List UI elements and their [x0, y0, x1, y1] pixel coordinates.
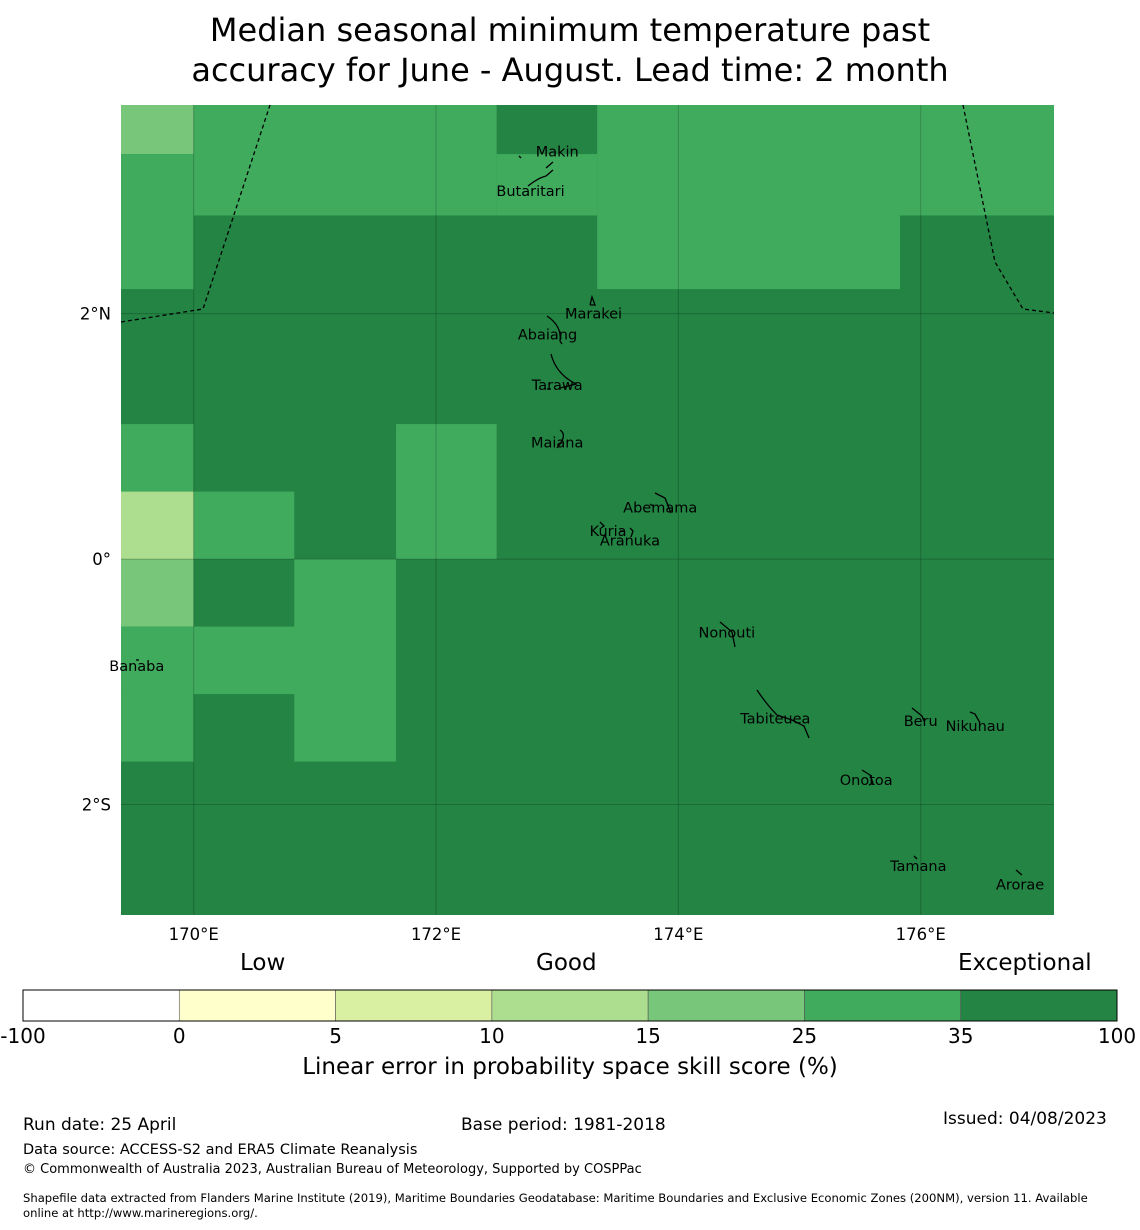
title-line-1: Median seasonal minimum temperature past [209, 11, 931, 49]
y-tick-label: 2°N [80, 305, 111, 324]
skill-cell [121, 424, 194, 492]
skill-cell [193, 491, 295, 560]
chart-title: Median seasonal minimum temperature past… [0, 10, 1140, 90]
colorbar-tick: 35 [947, 1024, 974, 1048]
colorbar-segment [178, 989, 336, 1022]
place-label: Arorae [996, 877, 1044, 893]
coast-aranuka [620, 527, 634, 538]
coast-nonouti [719, 621, 736, 648]
coast-kuria [599, 521, 606, 529]
colorbar [22, 989, 1118, 1022]
axis-ticks: 170°E 172°E 174°E 176°E 2°N 0° 2°S [80, 305, 946, 944]
place-label: Butaritari [496, 184, 564, 200]
coast-tamana [913, 855, 918, 860]
place-label: Nikunau [946, 719, 1005, 735]
colorbar-tick: -100 [0, 1024, 46, 1048]
coast-beru [911, 707, 925, 722]
x-tick-label: 172°E [411, 925, 461, 944]
skill-cell [121, 154, 194, 290]
coast-onotoa [861, 769, 874, 786]
colorbar-segment [647, 989, 805, 1022]
skill-grid-cells [121, 105, 1054, 915]
colorbar-segment [804, 989, 962, 1022]
place-label: Marakei [565, 307, 622, 323]
legend-heading-good: Good [536, 950, 597, 976]
eez-boundary-west [120, 104, 271, 323]
legend-heading-exceptional: Exceptional [958, 950, 1092, 976]
x-tick-label: 176°E [896, 925, 946, 944]
x-tick-label: 170°E [169, 925, 219, 944]
place-label: Beru [904, 714, 938, 730]
skill-cell [294, 559, 397, 627]
coast-abaiang [546, 315, 563, 345]
place-label: Tabiteuea [739, 712, 810, 728]
skill-cell [121, 105, 194, 155]
copyright: © Commonwealth of Australia 2023, Austra… [23, 1162, 642, 1177]
eez-boundary-east [962, 104, 1055, 314]
place-label: Banaba [109, 659, 164, 675]
skill-cell [294, 694, 397, 762]
issued-date: Issued: 04/08/2023 [943, 1109, 1107, 1129]
shapefile-credit-line-2: online at http://www.marineregions.org/. [23, 1206, 258, 1220]
eez-boundary [120, 104, 1055, 323]
place-label: Maiana [531, 436, 583, 452]
colorbar-segment [491, 989, 649, 1022]
coast-butaritari [527, 169, 554, 187]
skill-cell [121, 559, 194, 627]
skill-cell [121, 626, 397, 695]
place-label: Makin [536, 145, 579, 161]
run-date: Run date: 25 April [23, 1115, 177, 1135]
colorbar-outline [22, 989, 1118, 1022]
shapefile-credit-line-1: Shapefile data extracted from Flanders M… [23, 1191, 1088, 1205]
colorbar-segment [960, 989, 1118, 1022]
colorbar-tick: 100 [1097, 1024, 1137, 1048]
colorbar-tick: 0 [172, 1024, 186, 1048]
colorbar-segment [335, 989, 493, 1022]
coast-arorae [1015, 869, 1023, 876]
island-coastlines [136, 155, 1023, 876]
place-label: Tamana [889, 859, 946, 875]
skill-cell [597, 215, 901, 290]
skill-cell [121, 491, 194, 560]
x-tick-label: 174°E [653, 925, 703, 944]
colorbar-label: Linear error in probability space skill … [302, 1054, 838, 1080]
data-source: Data source: ACCESS-S2 and ERA5 Climate … [23, 1142, 418, 1158]
place-labels: Makin Butaritari Marakei Abaiang Tarawa Maian… [109, 145, 1044, 894]
skill-cell [396, 424, 497, 560]
place-label: Abemama [623, 501, 697, 517]
skill-cell [193, 105, 497, 216]
colorbar-segment [22, 989, 180, 1022]
place-label: Nonouti [699, 626, 756, 642]
lat-lon-gridlines [121, 105, 1054, 915]
y-tick-label: 2°S [82, 796, 111, 815]
place-label: Aranuka [600, 534, 660, 550]
colorbar-tick: 15 [635, 1024, 661, 1048]
coast-abemama [649, 492, 672, 514]
colorbar-tick: 5 [329, 1024, 342, 1048]
title-line-2: accuracy for June - August. Lead time: 2… [191, 51, 949, 89]
skill-cell [121, 694, 194, 762]
coast-maiana [556, 429, 564, 449]
skill-cell [496, 154, 598, 216]
skill-cell [597, 105, 1054, 216]
coast-makin [518, 155, 554, 169]
place-label: Tarawa [531, 378, 583, 394]
base-period: Base period: 1981-2018 [461, 1115, 666, 1135]
place-label: Kuria [590, 524, 627, 540]
legend-heading-low: Low [240, 950, 286, 976]
coast-nikunau [969, 711, 981, 724]
place-label: Abaiang [518, 328, 577, 344]
coast-tarawa [547, 353, 578, 390]
colorbar-tick: 10 [479, 1024, 505, 1048]
coast-tabiteuea [756, 689, 810, 739]
coast-marakei [589, 294, 596, 306]
colorbar-tick: 25 [791, 1024, 818, 1048]
place-label: Onotoa [840, 773, 893, 789]
y-tick-label: 0° [92, 550, 111, 569]
